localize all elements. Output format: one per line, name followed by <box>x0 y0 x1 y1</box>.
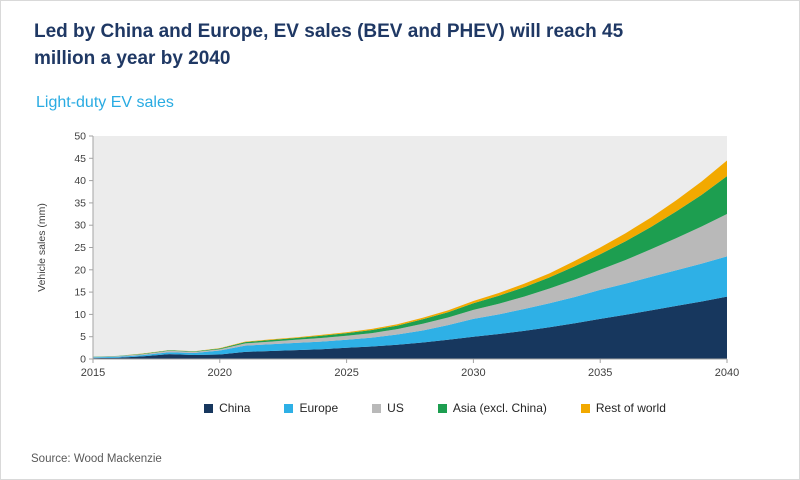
chart-legend: China Europe US Asia (excl. China) Rest of w… <box>71 401 799 415</box>
y-tick-label: 0 <box>80 354 86 366</box>
x-tick-label: 2030 <box>461 367 485 379</box>
legend-label: China <box>219 401 251 416</box>
y-tick-label: 50 <box>74 131 86 143</box>
chart-area: 0 5 10 15 20 25 30 35 40 45 50 2015 2020 2025 2030 2035… <box>31 124 799 416</box>
legend-item-us: US <box>372 401 404 415</box>
area-band-asia-excl-china <box>93 176 727 358</box>
legend-swatch-rest-of-world <box>580 403 590 413</box>
legend-label: Europe <box>299 401 339 416</box>
y-tick-label: 5 <box>80 331 86 343</box>
legend-item-asia-excl-china: Asia (excl. China) <box>437 401 547 416</box>
y-tick-label: 45 <box>74 153 86 165</box>
y-tick-label: 40 <box>74 175 86 187</box>
chart-title: Led by China and Europe, EV sales (BEV a… <box>34 21 624 69</box>
x-tick-label: 2040 <box>715 367 739 379</box>
legend-item-rest-of-world: Rest of world <box>580 401 666 416</box>
y-tick-label: 35 <box>74 198 86 210</box>
x-tick-label: 2015 <box>81 367 105 379</box>
legend-label: Rest of world <box>595 401 666 416</box>
source-note: Source: Wood Mackenzie <box>31 453 162 465</box>
legend-swatch-us <box>372 403 382 413</box>
y-tick-label: 25 <box>74 242 86 254</box>
y-axis-title: Vehicle sales (mm) <box>36 203 48 292</box>
legend-swatch-china <box>204 403 214 413</box>
y-tick-label: 20 <box>74 264 86 276</box>
legend-swatch-europe <box>284 403 294 413</box>
x-tick-label: 2020 <box>208 367 232 379</box>
area-band-us <box>93 214 727 358</box>
legend-label: US <box>387 401 404 416</box>
legend-swatch-asia-excl-china <box>437 403 447 413</box>
area-band-china <box>93 296 727 360</box>
chart-subtitle: Light-duty EV sales <box>36 94 174 112</box>
y-tick-label: 10 <box>74 309 86 321</box>
x-tick-label: 2035 <box>588 367 612 379</box>
legend-item-europe: Europe <box>284 401 338 415</box>
legend-item-china: China <box>204 401 250 415</box>
area-band-europe <box>93 256 727 359</box>
y-tick-label: 30 <box>74 220 86 232</box>
y-tick-label: 15 <box>74 287 86 299</box>
legend-label: Asia (excl. China) <box>452 401 547 416</box>
x-tick-label: 2025 <box>334 367 358 379</box>
